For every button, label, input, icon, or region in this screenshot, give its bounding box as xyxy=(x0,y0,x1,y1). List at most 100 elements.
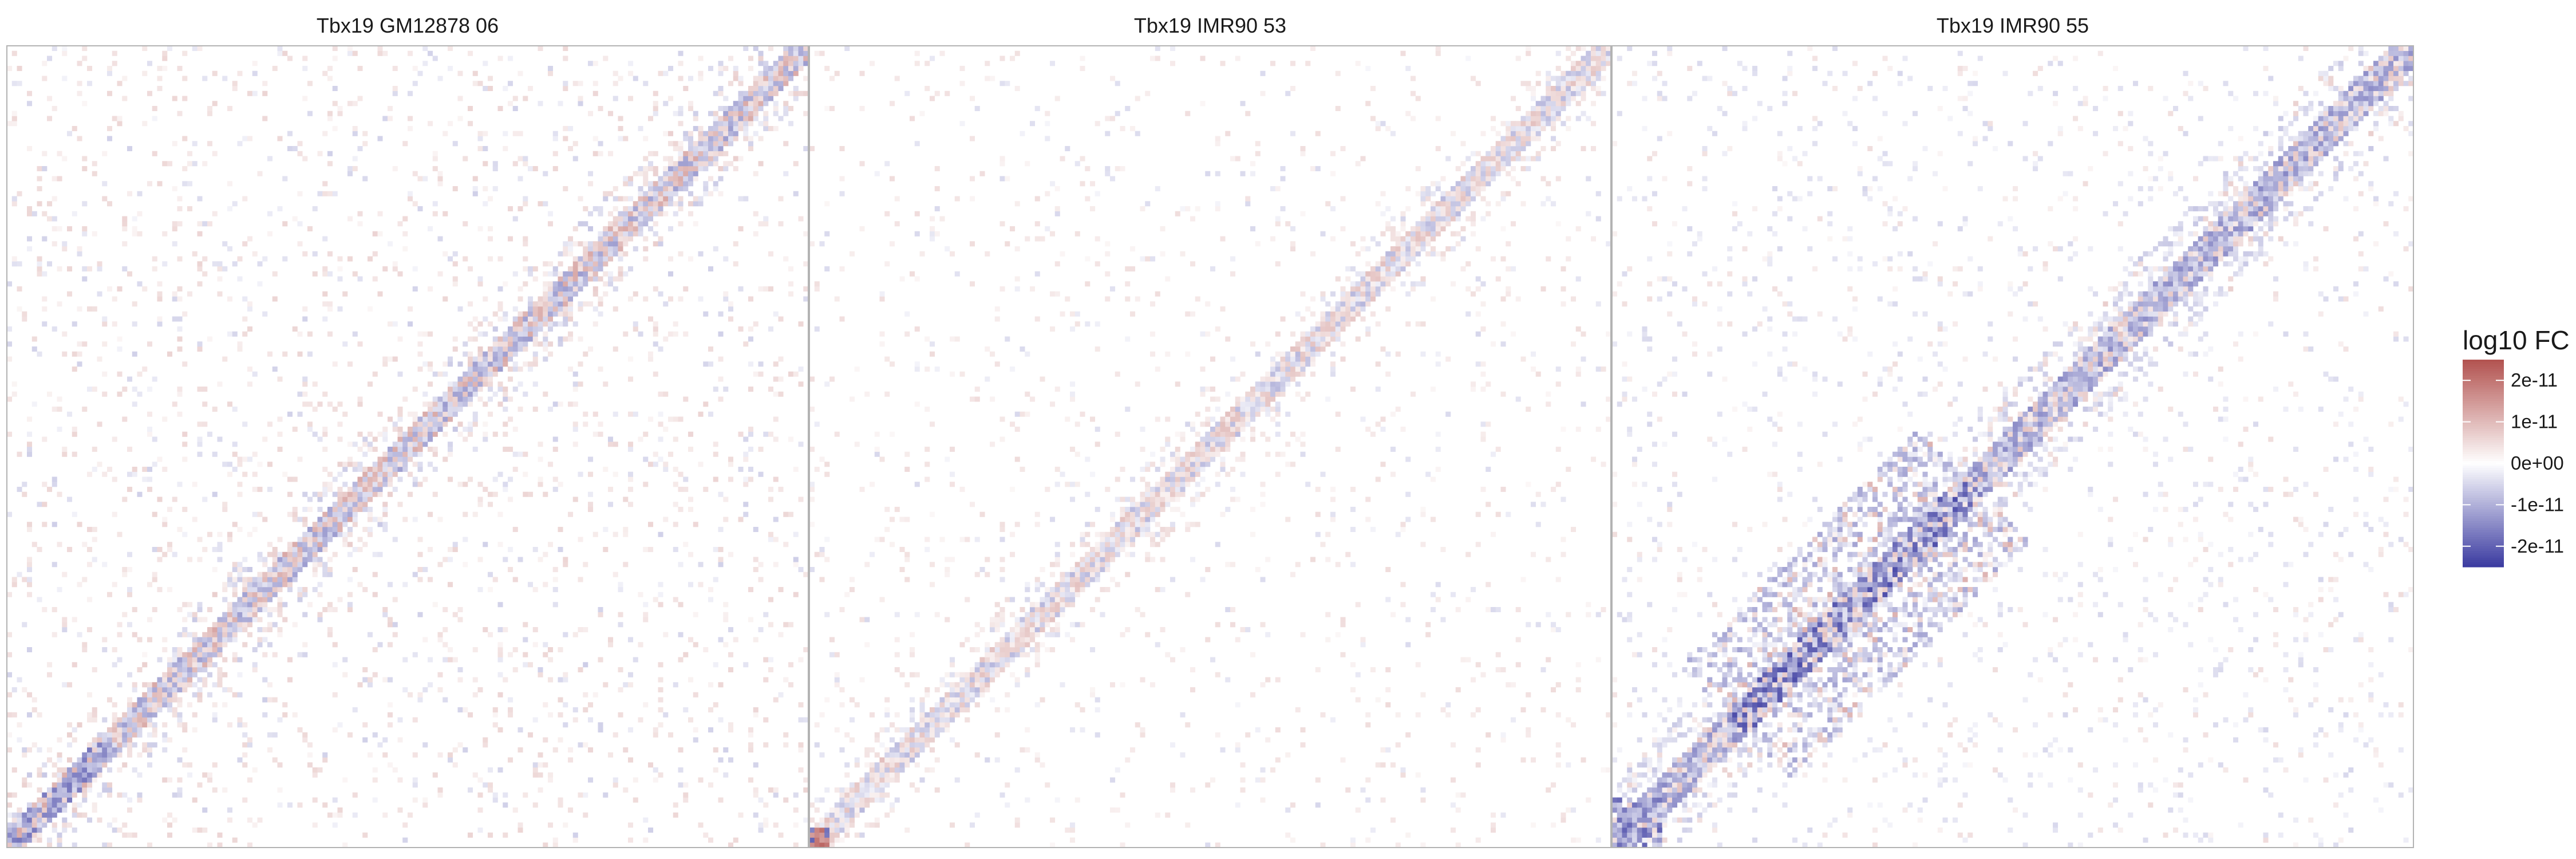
heatmap-cell xyxy=(890,767,895,773)
heatmap-cell xyxy=(673,321,678,327)
heatmap-cell xyxy=(904,752,910,758)
heatmap-cell xyxy=(583,812,588,818)
heatmap-cell xyxy=(608,276,614,282)
heatmap-cell xyxy=(67,772,73,778)
heatmap-cell xyxy=(623,221,629,227)
heatmap-cell xyxy=(743,131,749,136)
heatmap-cell xyxy=(512,341,518,347)
heatmap-cell xyxy=(408,456,413,462)
heatmap-cell xyxy=(648,116,654,121)
heatmap-cell xyxy=(1100,537,1105,542)
heatmap-cell xyxy=(1350,562,1356,568)
heatmap-cell xyxy=(523,311,528,317)
heatmap-cell xyxy=(377,231,383,237)
heatmap-cell xyxy=(523,622,528,628)
heatmap-cell xyxy=(442,431,448,437)
heatmap-cell xyxy=(728,727,734,733)
heatmap-cell xyxy=(934,717,940,723)
heatmap-cell xyxy=(42,76,48,81)
heatmap-cell xyxy=(1265,677,1271,683)
heatmap-cell xyxy=(773,70,779,76)
heatmap-cell xyxy=(388,462,393,467)
heatmap-cell xyxy=(252,511,258,517)
heatmap-cell xyxy=(477,146,483,152)
heatmap-cell xyxy=(257,582,263,588)
heatmap-cell xyxy=(543,301,548,307)
heatmap-cell xyxy=(698,777,704,783)
heatmap-cell xyxy=(1120,522,1125,527)
heatmap-cell xyxy=(147,411,153,417)
heatmap-cell xyxy=(844,787,850,793)
heatmap-cell xyxy=(52,176,57,182)
heatmap-cell xyxy=(879,777,885,783)
heatmap-cell xyxy=(17,822,22,828)
heatmap-cell xyxy=(297,652,303,657)
heatmap-cell xyxy=(477,792,483,798)
heatmap-cell xyxy=(1060,572,1065,577)
heatmap-cell xyxy=(653,221,658,227)
heatmap-cell xyxy=(793,842,799,848)
heatmap-cell xyxy=(147,61,153,66)
heatmap-cell xyxy=(568,306,574,312)
heatmap-cell xyxy=(247,737,253,743)
heatmap-cell xyxy=(904,732,910,738)
heatmap-cell xyxy=(97,737,102,743)
heatmap-cell xyxy=(337,597,343,602)
heatmap-cell xyxy=(528,336,534,342)
heatmap-cell xyxy=(272,732,278,738)
heatmap-cell xyxy=(613,206,618,212)
heatmap-cell xyxy=(723,612,729,617)
heatmap-cell xyxy=(82,276,88,282)
heatmap-cell xyxy=(307,401,313,407)
heatmap-cell xyxy=(277,762,283,768)
heatmap-cell xyxy=(673,191,678,196)
heatmap-cell xyxy=(192,682,197,688)
heatmap-cell xyxy=(653,331,658,337)
heatmap-cell xyxy=(408,116,413,121)
heatmap-cell xyxy=(217,557,223,562)
heatmap-cell xyxy=(207,627,213,633)
heatmap-cell xyxy=(127,191,133,196)
heatmap-cell xyxy=(899,547,905,553)
heatmap-cell xyxy=(568,291,574,297)
heatmap-cell xyxy=(990,677,995,683)
heatmap-cell xyxy=(693,727,698,733)
heatmap-cell xyxy=(603,792,609,798)
heatmap-cell xyxy=(357,487,363,492)
heatmap-cell xyxy=(532,336,538,342)
heatmap-cell xyxy=(985,757,990,763)
heatmap-cell xyxy=(162,261,168,267)
heatmap-cell xyxy=(899,672,905,677)
heatmap-cell xyxy=(528,662,534,668)
heatmap-cell xyxy=(347,551,353,557)
heatmap-cell xyxy=(1355,697,1361,703)
heatmap-cell xyxy=(302,491,308,497)
heatmap-cell xyxy=(758,471,764,477)
heatmap-cell xyxy=(322,301,328,307)
heatmap-cell xyxy=(648,181,654,187)
heatmap-cell xyxy=(703,151,709,156)
heatmap-cell xyxy=(758,562,764,568)
heatmap-cell xyxy=(552,401,558,407)
heatmap-cell xyxy=(47,201,53,207)
heatmap-cell xyxy=(488,321,493,327)
heatmap-cell xyxy=(382,507,388,513)
heatmap-cell xyxy=(277,50,283,56)
heatmap-cell xyxy=(965,707,970,713)
heatmap-cell xyxy=(819,842,825,848)
heatmap-cell xyxy=(147,90,153,96)
heatmap-cell xyxy=(362,832,368,838)
heatmap-cell xyxy=(890,737,895,743)
heatmap-cell xyxy=(850,697,855,703)
heatmap-cell xyxy=(763,121,769,127)
heatmap-cell xyxy=(197,697,203,703)
heatmap-cell xyxy=(950,822,955,828)
heatmap-cell xyxy=(408,812,413,818)
heatmap-cell xyxy=(628,231,634,237)
heatmap-cell xyxy=(302,376,308,382)
heatmap-cell xyxy=(738,121,744,127)
heatmap-cell xyxy=(512,467,518,472)
heatmap-cell xyxy=(683,156,689,161)
heatmap-cell xyxy=(287,131,293,136)
heatmap-cell xyxy=(457,376,463,382)
